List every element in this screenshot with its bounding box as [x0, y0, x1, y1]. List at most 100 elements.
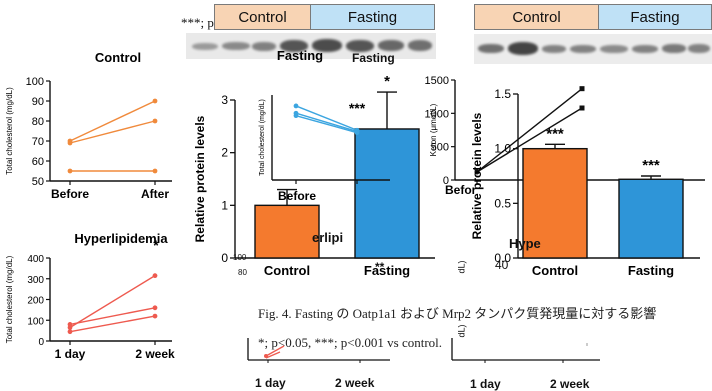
tick-peek-80: 80	[238, 268, 247, 277]
y-tick-label: 500	[431, 142, 449, 154]
data-point	[293, 103, 299, 109]
data-point	[152, 313, 158, 319]
series-line-1	[476, 107, 583, 173]
y-tick-label: 0.0	[494, 251, 511, 265]
data-point	[474, 169, 480, 175]
y-tick-label: 3	[221, 93, 228, 107]
y-axis-label: Total cholesterol (mg/dL)	[5, 87, 14, 175]
blot-left-fasting-band: Fasting	[310, 4, 435, 30]
ketone-inset-chart: 0 500 1000 1500 Keton (μmol/L) Befor	[425, 75, 705, 197]
blot-right-fasting-band: Fasting	[598, 4, 712, 30]
significance-mark: ***	[642, 157, 660, 174]
series-line-0	[69, 275, 156, 329]
y-tick-label: 0	[221, 251, 228, 265]
y-tick-label: 200	[27, 296, 44, 307]
before-label-overlap: Befor	[445, 183, 477, 197]
chart-title: Hyperlipidemia	[74, 231, 168, 246]
series-line-1	[69, 307, 156, 326]
y-tick-label: 50	[32, 176, 44, 188]
stars-peek: **	[375, 260, 385, 274]
blot-left-control-label: Control	[238, 8, 287, 26]
bottom-xlabel-1day-a: 1 day	[255, 376, 286, 390]
series-line-2	[69, 315, 156, 333]
bottom-fragment-axes	[247, 338, 600, 363]
data-point	[354, 130, 360, 136]
bar-control	[522, 147, 588, 259]
x-tick-label: Fasting	[364, 263, 410, 278]
y-tick-label: 1.0	[494, 142, 511, 156]
x-tick-label: Before	[51, 187, 89, 201]
bottom-xlabel-2week-a: 2 week	[335, 376, 375, 390]
x-tick-label: Fasting	[628, 263, 674, 278]
y-tick-label: 0.5	[494, 196, 511, 210]
fasting-peek-label: Fasting	[352, 51, 395, 65]
y-tick-label: 70	[32, 136, 44, 148]
data-point	[579, 86, 585, 92]
data-point	[67, 140, 73, 146]
y-tick-label: 1	[221, 198, 228, 212]
x-tick-label: 2 week	[135, 347, 175, 361]
series-line-0	[295, 105, 358, 131]
y-tick-label: 400	[27, 254, 44, 265]
y-axis-label: Keton (μmol/L)	[429, 103, 438, 156]
significance-mark: ***	[349, 100, 366, 116]
series-line-1	[295, 112, 358, 133]
y-tick-label: 2	[221, 146, 228, 160]
blot-left-fasting-label: Fasting	[347, 8, 398, 26]
y-tick-label: 1500	[425, 75, 449, 87]
significance-mark: ***	[546, 125, 564, 142]
x-tick-label: Control	[264, 263, 310, 278]
bottom-xlabel-1day-b: 1 day	[470, 377, 501, 391]
y-tick-label: 300	[27, 275, 44, 286]
figure-caption-line1: Fig. 4. Fasting の Oatp1a1 および Mrp2 タンパク質…	[258, 306, 657, 321]
data-point	[67, 168, 73, 174]
blot-right-control-label: Control	[512, 8, 561, 26]
series-line-0	[476, 88, 583, 173]
data-point	[293, 113, 299, 119]
x-tick-label: Before	[278, 189, 316, 203]
series-line-0	[69, 100, 156, 142]
data-point	[152, 168, 158, 174]
y-axis-label: Relative protein levels	[470, 112, 484, 239]
data-point	[67, 322, 73, 327]
x-tick-label: 1 day	[55, 347, 86, 361]
y-axis-label: Total cholesterol (mg/dL)	[259, 99, 266, 176]
significance-mark: *	[153, 237, 159, 253]
chart-title: Fasting	[277, 48, 323, 63]
fasting-inset-chart: Fasting Total cholesterol (mg/dL) *** Befor…	[259, 48, 390, 203]
axis-fragment-40: 40	[495, 258, 509, 272]
y-tick-label: 1.5	[494, 87, 511, 101]
data-point	[152, 273, 158, 279]
data-point	[152, 305, 158, 311]
axis-fragment-2: dL)	[456, 324, 467, 338]
significance-mark: *	[384, 73, 390, 90]
protein-levels-center-chart: 0 1 2 3 Control Fasting * Relative protein leve…	[193, 73, 435, 278]
blot-right-control-band: Control	[474, 4, 599, 30]
hyperlipidemia-cholesterol-chart: 0 100 200 300 400 1 day 2 week Hyperlipidemia To…	[5, 231, 175, 361]
protein-levels-right-chart: 0.0 0.5 1.0 1.5 Control *** Fasting *** Relative…	[470, 87, 700, 278]
figure-caption-line2: *; p<0.05, ***; p<0.001 vs control.	[258, 335, 443, 350]
y-tick-label: 90	[32, 96, 44, 108]
y-tick-label: 60	[32, 156, 44, 168]
series-line-2	[295, 114, 358, 134]
hyperlipidemia-peek-center: erlipi	[312, 230, 344, 245]
top-fragment-text: ***; p	[181, 15, 214, 30]
y-tick-label: 0	[443, 175, 449, 187]
data-point	[67, 329, 73, 335]
series-line-1	[69, 120, 156, 144]
y-tick-label: 80	[32, 116, 44, 128]
y-tick-label: 0	[38, 337, 44, 348]
bottom-xlabel-2week-b: 2 week	[550, 377, 590, 391]
axis-fragment-1: dL)	[456, 260, 467, 274]
western-blot-right	[474, 34, 712, 64]
y-tick-label: 1000	[425, 108, 449, 120]
x-tick-label: Control	[532, 263, 578, 278]
bar-fasting	[354, 128, 420, 259]
blot-right-fasting-label: Fasting	[630, 8, 680, 26]
data-point	[152, 98, 158, 104]
y-axis-label: Total cholesterol (mg/dL)	[5, 255, 14, 343]
tick-peek-100: 100	[233, 253, 247, 262]
y-tick-label: 100	[26, 76, 44, 88]
data-point	[579, 105, 585, 111]
y-tick-label: 100	[27, 316, 44, 327]
